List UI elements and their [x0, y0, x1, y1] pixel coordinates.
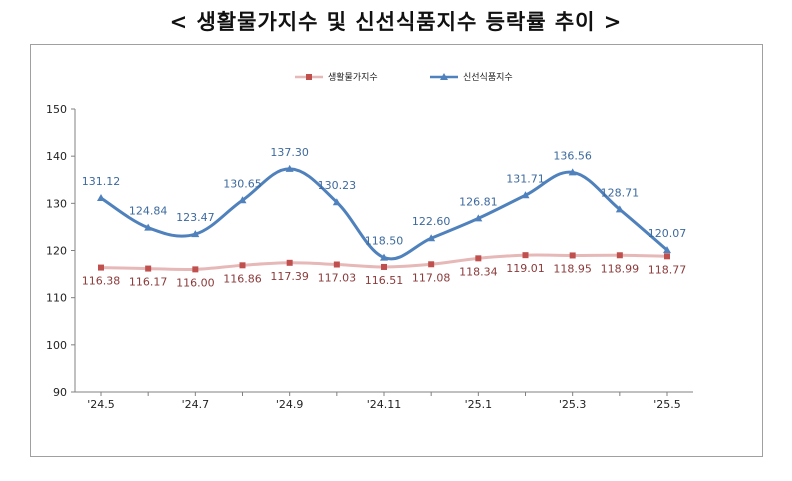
data-label: 116.38 [82, 275, 121, 288]
legend-swatch-marker [306, 74, 312, 80]
data-label: 118.50 [365, 235, 404, 248]
data-point [568, 168, 577, 176]
data-point [239, 262, 246, 269]
data-label: 118.99 [601, 262, 640, 275]
data-point [333, 261, 340, 268]
data-point [615, 205, 624, 213]
data-label: 117.03 [318, 272, 357, 285]
data-label: 128.71 [601, 186, 640, 199]
y-tick-label: 110 [46, 292, 67, 305]
data-label: 119.01 [506, 262, 545, 275]
data-point [191, 230, 200, 238]
data-point [145, 265, 152, 272]
data-point [569, 252, 576, 259]
data-label: 117.08 [412, 271, 451, 284]
data-point [332, 198, 341, 206]
x-tick-label: '24.11 [367, 398, 402, 411]
data-label: 118.34 [459, 265, 498, 278]
page-title: < 생활물가지수 및 신선식품지수 등락률 추이 > [169, 9, 623, 34]
data-point [285, 164, 294, 172]
chart-frame [30, 44, 763, 457]
data-point [97, 194, 105, 202]
data-label: 124.84 [129, 205, 168, 218]
data-point [474, 214, 483, 222]
data-point [616, 252, 623, 259]
x-tick-label: '25.5 [653, 398, 681, 411]
data-label: 118.95 [553, 262, 592, 275]
y-tick-label: 130 [46, 197, 67, 210]
data-point [98, 264, 104, 271]
y-tick-label: 100 [46, 339, 67, 352]
data-point [192, 266, 199, 273]
y-tick-label: 120 [46, 245, 67, 258]
data-point [238, 196, 247, 204]
legend-label: 생활물가지수 [328, 71, 378, 83]
x-tick-label: '24.5 [87, 398, 115, 411]
data-point [522, 252, 529, 259]
data-label: 130.65 [223, 177, 262, 190]
data-label: 116.51 [365, 274, 404, 287]
data-label: 118.77 [648, 263, 687, 276]
data-label: 130.23 [318, 179, 357, 192]
data-point [664, 253, 670, 260]
legend-label: 신선식품지수 [463, 72, 513, 83]
data-label: 131.12 [82, 175, 121, 188]
x-tick-label: '24.7 [182, 398, 210, 411]
y-tick-label: 90 [53, 386, 67, 399]
x-tick-label: '25.1 [465, 398, 493, 411]
x-tick-label: '24.9 [276, 398, 304, 411]
data-label: 117.39 [270, 270, 309, 283]
legend-swatch-marker [440, 73, 448, 80]
data-point [380, 253, 388, 261]
data-label: 123.47 [176, 211, 215, 224]
data-point [663, 246, 671, 254]
data-point [475, 255, 482, 262]
data-label: 116.00 [176, 276, 215, 289]
data-label: 126.81 [459, 195, 498, 208]
y-tick-label: 140 [46, 150, 67, 163]
data-point [428, 261, 435, 268]
data-label: 136.56 [553, 149, 592, 162]
data-point [286, 259, 293, 266]
y-tick-label: 150 [46, 103, 67, 116]
data-label: 122.60 [412, 215, 451, 228]
x-tick-label: '25.3 [559, 398, 587, 411]
data-label: 137.30 [270, 146, 309, 159]
data-point [521, 191, 530, 199]
data-point [427, 234, 436, 242]
data-label: 116.86 [223, 272, 262, 285]
data-point [144, 223, 153, 231]
data-label: 116.17 [129, 276, 168, 289]
data-point [381, 263, 387, 270]
data-label: 120.07 [648, 227, 687, 240]
data-label: 131.71 [506, 172, 545, 185]
